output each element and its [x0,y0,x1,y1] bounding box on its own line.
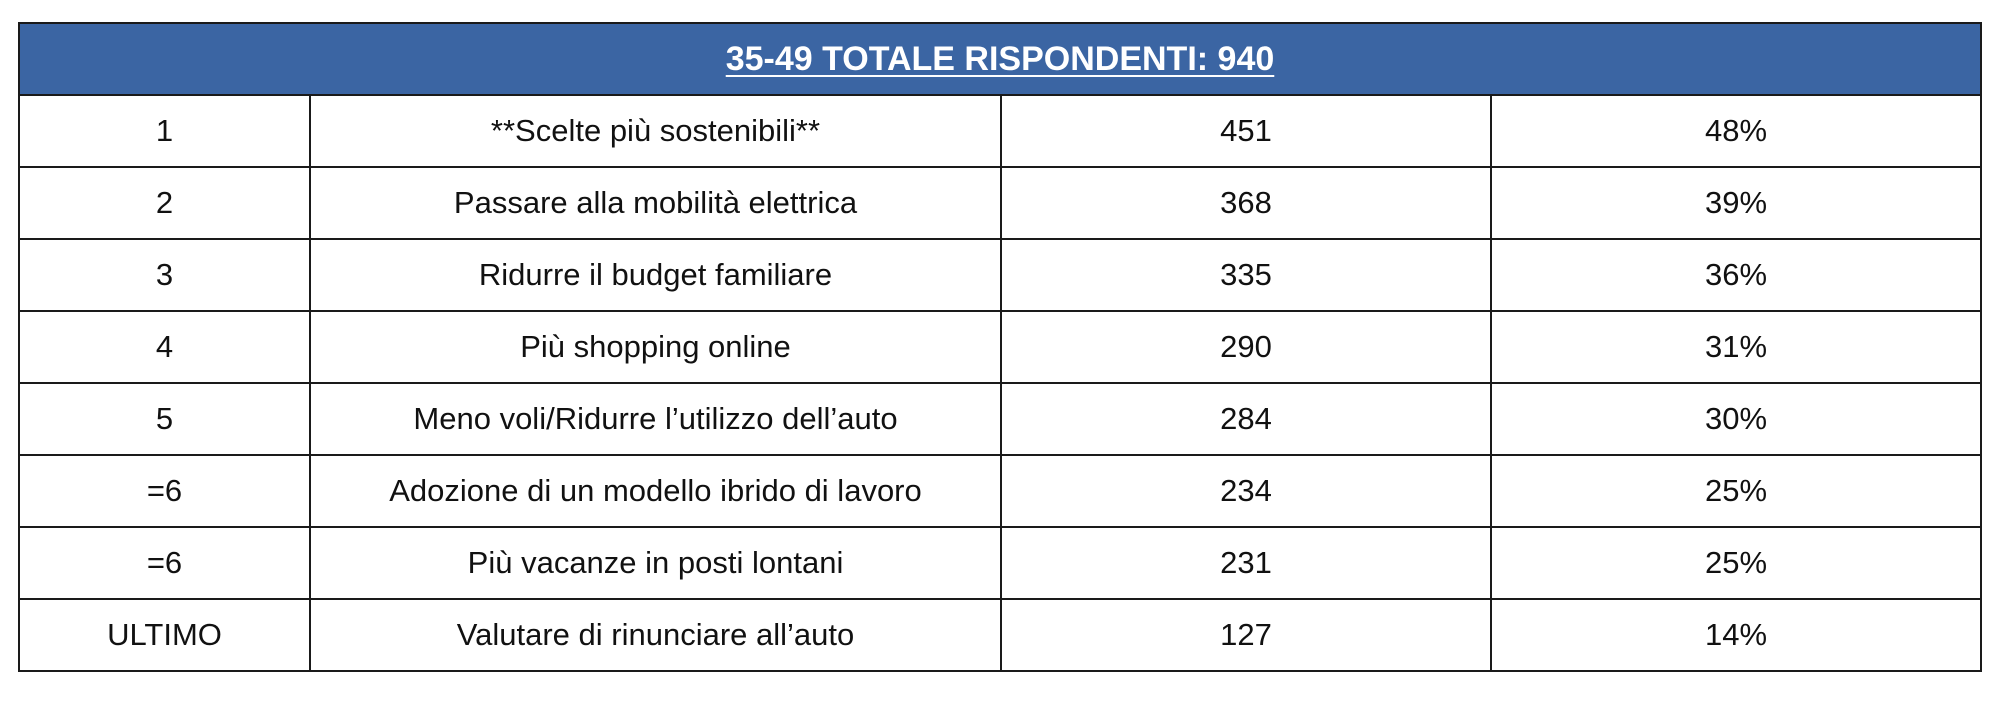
percent-cell: 25% [1490,454,1982,528]
percent-cell: 30% [1490,382,1982,456]
percent-cell: 31% [1490,310,1982,384]
rank-cell: 2 [18,166,311,240]
percent-cell: 39% [1490,166,1982,240]
label-cell: Ridurre il budget familiare [309,238,1002,312]
rank-cell: =6 [18,526,311,600]
survey-table-container: 35-49 TOTALE RISPONDENTI: 940 1 **Scelte… [18,22,1982,672]
table-row: 2 Passare alla mobilità elettrica 368 39… [18,166,1982,240]
rank-cell: 1 [18,94,311,168]
rank-cell: =6 [18,454,311,528]
label-cell: Più shopping online [309,310,1002,384]
table-row: =6 Più vacanze in posti lontani 231 25% [18,526,1982,600]
label-cell: Passare alla mobilità elettrica [309,166,1002,240]
count-cell: 335 [1000,238,1492,312]
count-cell: 231 [1000,526,1492,600]
rank-cell: 4 [18,310,311,384]
rank-cell: ULTIMO [18,598,311,672]
percent-cell: 25% [1490,526,1982,600]
count-cell: 127 [1000,598,1492,672]
label-cell: Più vacanze in posti lontani [309,526,1002,600]
percent-cell: 36% [1490,238,1982,312]
label-cell: Valutare di rinunciare all’auto [309,598,1002,672]
table-row: 5 Meno voli/Ridurre l’utilizzo dell’auto… [18,382,1982,456]
percent-cell: 14% [1490,598,1982,672]
count-cell: 368 [1000,166,1492,240]
label-cell: Meno voli/Ridurre l’utilizzo dell’auto [309,382,1002,456]
table-row: 3 Ridurre il budget familiare 335 36% [18,238,1982,312]
count-cell: 284 [1000,382,1492,456]
label-cell: Adozione di un modello ibrido di lavoro [309,454,1002,528]
rank-cell: 3 [18,238,311,312]
percent-cell: 48% [1490,94,1982,168]
table-title: 35-49 TOTALE RISPONDENTI: 940 [18,22,1982,96]
table-header-row: 35-49 TOTALE RISPONDENTI: 940 [18,22,1982,96]
label-cell: **Scelte più sostenibili** [309,94,1002,168]
count-cell: 290 [1000,310,1492,384]
rank-cell: 5 [18,382,311,456]
table-row: 4 Più shopping online 290 31% [18,310,1982,384]
table-row: =6 Adozione di un modello ibrido di lavo… [18,454,1982,528]
count-cell: 451 [1000,94,1492,168]
survey-results-table: 35-49 TOTALE RISPONDENTI: 940 1 **Scelte… [18,22,1982,672]
table-row: ULTIMO Valutare di rinunciare all’auto 1… [18,598,1982,672]
table-row: 1 **Scelte più sostenibili** 451 48% [18,94,1982,168]
count-cell: 234 [1000,454,1492,528]
